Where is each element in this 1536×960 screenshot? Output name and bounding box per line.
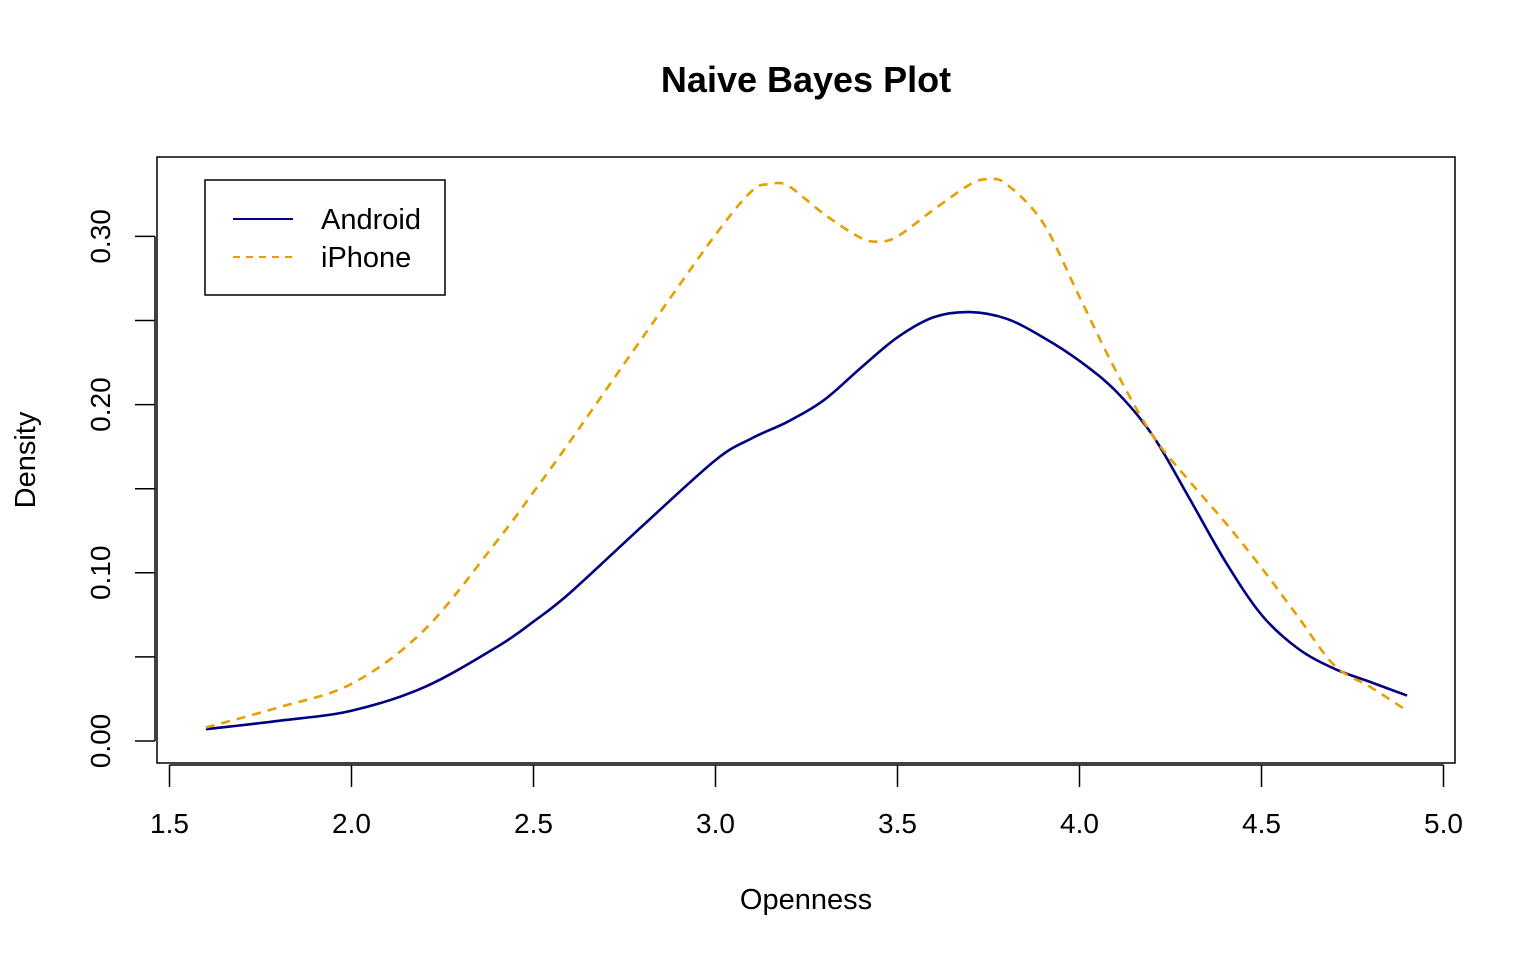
x-tick-label: 4.0	[1060, 808, 1099, 839]
x-tick-label: 2.5	[514, 808, 553, 839]
x-tick-label: 1.5	[150, 808, 189, 839]
plot-frame	[156, 156, 1456, 764]
series-lines	[205, 177, 1408, 731]
legend-box	[204, 179, 446, 296]
x-tick-label: 5.0	[1424, 808, 1463, 839]
legend-label-android: Android	[321, 204, 421, 236]
x-tick-label: 2.0	[332, 808, 371, 839]
y-tick-label: 0.10	[85, 546, 116, 601]
y-axis-label: Density	[10, 411, 42, 508]
y-tick-label: 0.20	[85, 377, 116, 432]
x-tick-label: 4.5	[1242, 808, 1281, 839]
chart-title: Naive Bayes Plot	[661, 59, 951, 100]
x-tick-label: 3.5	[878, 808, 917, 839]
x-tick-label: 3.0	[696, 808, 735, 839]
legend: Android iPhone	[204, 179, 446, 296]
x-axis: 1.5 2.0 2.5 3.0 3.5 4.0 4.5 5.0	[150, 764, 1463, 839]
legend-label-iphone: iPhone	[321, 242, 411, 274]
y-tick-label: 0.00	[85, 714, 116, 769]
series-line-iphone	[205, 177, 1408, 729]
x-axis-label: Openness	[740, 884, 872, 916]
y-tick-label: 0.30	[85, 209, 116, 264]
series-line-android	[205, 310, 1408, 731]
y-axis: 0.00 0.10 0.20 0.30	[85, 209, 156, 769]
